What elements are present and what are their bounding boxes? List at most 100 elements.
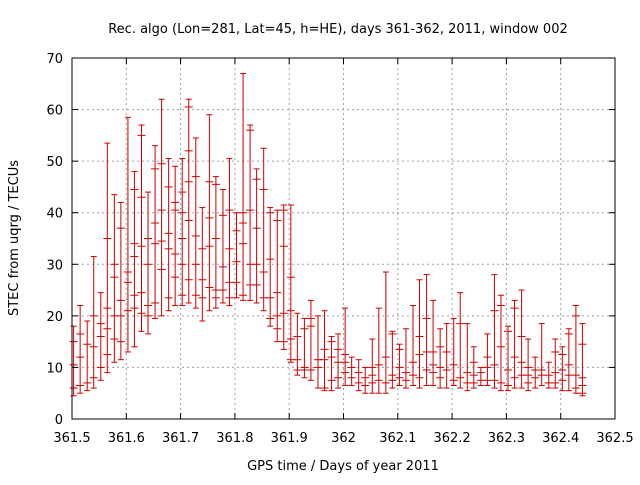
error-bar-point bbox=[69, 325, 78, 397]
error-bar-point bbox=[347, 356, 356, 386]
error-bar-point bbox=[205, 114, 214, 312]
error-bar-point bbox=[531, 356, 540, 389]
error-bar-point bbox=[198, 207, 207, 322]
error-bar-point bbox=[123, 116, 132, 353]
error-bar-point bbox=[381, 271, 390, 394]
error-bar-point bbox=[103, 142, 112, 374]
y-tick-label: 70 bbox=[46, 52, 63, 67]
y-tick-label: 0 bbox=[55, 413, 63, 428]
error-bar-point bbox=[300, 317, 309, 379]
error-bar-point bbox=[246, 124, 255, 301]
x-tick-label: 361.6 bbox=[108, 431, 145, 446]
x-axis-title: GPS time / Days of year 2011 bbox=[247, 459, 439, 474]
error-bar-point bbox=[517, 289, 526, 389]
error-bar-point bbox=[225, 158, 234, 307]
error-bar-point bbox=[211, 176, 220, 309]
x-tick-label: 361.5 bbox=[53, 431, 90, 446]
error-bar-point bbox=[442, 323, 451, 389]
error-bar-point bbox=[409, 305, 418, 386]
x-tick-label: 362.4 bbox=[542, 431, 579, 446]
error-bar-point bbox=[578, 323, 587, 397]
error-bar-point bbox=[178, 158, 187, 307]
x-tick-label: 362 bbox=[331, 431, 356, 446]
x-tick-label: 361.7 bbox=[162, 431, 199, 446]
y-tick-label: 60 bbox=[46, 104, 63, 119]
error-bar-point bbox=[184, 98, 193, 304]
error-bar-point bbox=[116, 201, 125, 361]
x-tick-label: 362.2 bbox=[433, 431, 470, 446]
error-bar-point bbox=[496, 294, 505, 392]
error-bar-point bbox=[334, 333, 343, 389]
error-bar-point bbox=[171, 165, 180, 307]
error-bar-point bbox=[510, 299, 519, 389]
error-bar-point bbox=[151, 145, 160, 319]
error-bar-point bbox=[266, 207, 275, 327]
error-bar-point bbox=[422, 274, 431, 386]
y-tick-label: 10 bbox=[46, 361, 63, 376]
error-bar-point bbox=[564, 328, 573, 392]
error-bar-point bbox=[130, 170, 139, 348]
x-tick-label: 362.5 bbox=[596, 431, 633, 446]
error-bar-point bbox=[368, 338, 377, 394]
error-bar-point bbox=[191, 137, 200, 309]
error-bar-point bbox=[286, 204, 295, 363]
error-bar-point bbox=[259, 147, 268, 312]
error-bar-point bbox=[544, 361, 553, 389]
error-bar-point bbox=[551, 338, 560, 389]
error-bar-point bbox=[401, 328, 410, 389]
error-bar-point bbox=[273, 209, 282, 343]
error-bar-point bbox=[429, 299, 438, 386]
error-bar-point bbox=[76, 305, 85, 394]
chart-title: Rec. algo (Lon=281, Lat=45, h=HE), days … bbox=[108, 22, 568, 37]
error-bars bbox=[69, 72, 587, 397]
error-bar-point bbox=[306, 299, 315, 381]
error-bar-point bbox=[327, 335, 336, 392]
error-bar-point bbox=[571, 305, 580, 394]
x-tick-label: 361.9 bbox=[271, 431, 308, 446]
error-bar-point bbox=[504, 325, 513, 392]
error-bar-point bbox=[341, 307, 350, 386]
error-bar-point bbox=[456, 292, 465, 389]
error-bar-point bbox=[232, 212, 241, 299]
error-bar-point bbox=[361, 366, 370, 394]
error-bar-point bbox=[388, 330, 397, 389]
y-tick-label: 20 bbox=[46, 310, 63, 325]
error-bar-point bbox=[293, 312, 302, 376]
error-bar-point bbox=[89, 256, 98, 389]
error-bar-point bbox=[463, 323, 472, 392]
error-bar-point bbox=[239, 72, 248, 301]
error-bar-point bbox=[354, 359, 363, 392]
error-bar-point bbox=[320, 310, 329, 392]
error-bar-point bbox=[110, 194, 119, 363]
error-bar-point bbox=[558, 346, 567, 392]
y-tick-label: 50 bbox=[46, 155, 63, 170]
y-tick-label: 30 bbox=[46, 258, 63, 273]
error-bar-point bbox=[469, 346, 478, 389]
error-bar-point bbox=[436, 328, 445, 389]
error-bar-point bbox=[537, 323, 546, 386]
grid bbox=[72, 58, 615, 419]
error-bar-point bbox=[218, 189, 227, 304]
y-tick-label: 40 bbox=[46, 207, 63, 222]
error-bar-point bbox=[164, 158, 173, 312]
x-tick-label: 362.3 bbox=[488, 431, 525, 446]
error-bar-point bbox=[476, 366, 485, 386]
error-bar-point bbox=[144, 191, 153, 335]
axis-ticks: 361.5 361.6 361.7 361.8 361.9 362 362.1 362.2 36… bbox=[46, 52, 633, 446]
error-bar-point bbox=[83, 320, 92, 392]
error-bar-point bbox=[483, 333, 492, 386]
error-bar-point bbox=[279, 204, 288, 350]
error-bar-point bbox=[449, 317, 458, 386]
error-bar-point bbox=[374, 307, 383, 394]
error-bar-point bbox=[395, 343, 404, 386]
x-tick-label: 362.1 bbox=[379, 431, 416, 446]
y-axis-title: STEC from uqrg / TECUs bbox=[7, 160, 22, 316]
error-bar-point bbox=[96, 292, 105, 381]
error-bar-point bbox=[137, 124, 146, 332]
error-bar-point bbox=[415, 279, 424, 389]
error-bar-point bbox=[490, 274, 499, 389]
error-bar-point bbox=[157, 98, 166, 317]
error-bar-point bbox=[252, 168, 261, 304]
